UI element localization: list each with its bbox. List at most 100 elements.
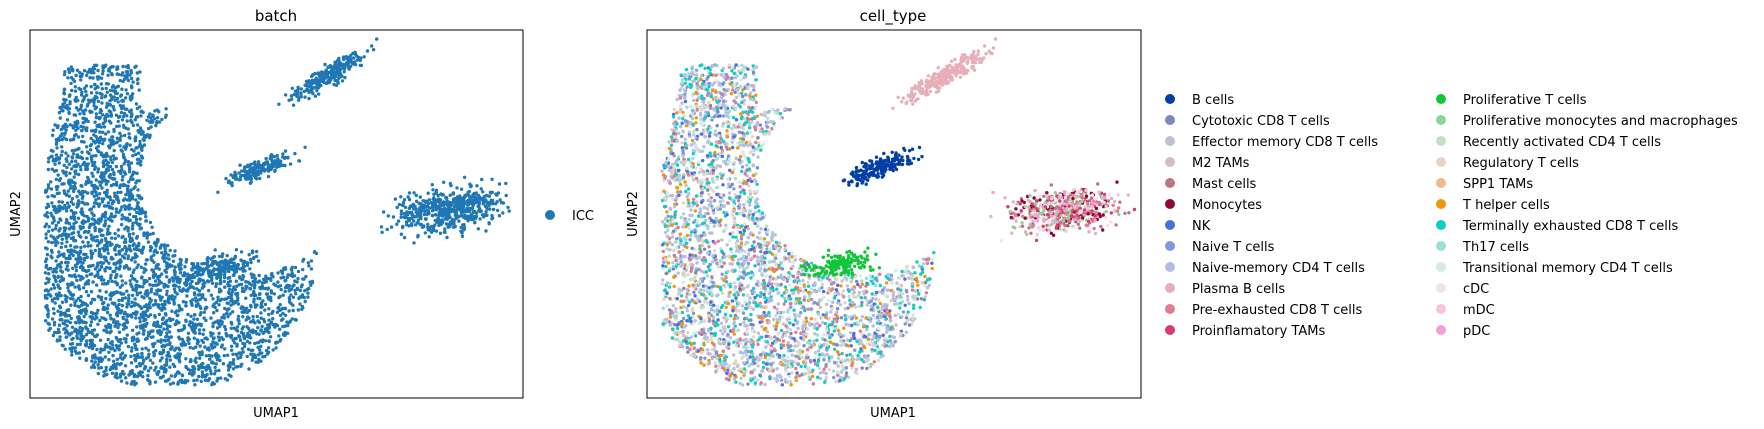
batch-point — [239, 250, 244, 254]
batch-point — [97, 204, 101, 208]
batch-point — [271, 309, 275, 314]
batch-point — [138, 142, 142, 146]
batch-point — [285, 275, 289, 280]
batch-point — [155, 283, 159, 287]
batch-point — [139, 355, 143, 359]
batch-point — [200, 262, 204, 266]
batch-point — [478, 217, 482, 221]
batch-point — [97, 359, 102, 364]
batch-point — [83, 343, 88, 347]
batch-point — [399, 195, 403, 199]
batch-point — [139, 114, 143, 118]
batch-point — [148, 232, 152, 236]
batch-point — [231, 352, 235, 356]
batch-point — [132, 186, 136, 191]
batch-point — [94, 63, 99, 67]
batch-point — [119, 164, 124, 169]
batch-point — [124, 376, 128, 380]
batch-point — [240, 327, 244, 331]
batch-point — [61, 206, 65, 211]
batch-point — [193, 296, 198, 300]
batch-point — [250, 358, 254, 362]
batch-point — [92, 194, 97, 198]
batch-point — [116, 325, 120, 330]
batch-point — [129, 76, 134, 81]
batch-point — [131, 224, 135, 228]
batch-point — [296, 269, 301, 274]
batch-point — [239, 173, 244, 178]
batch-point — [54, 227, 58, 231]
batch-point — [54, 138, 59, 142]
batch-point — [241, 332, 246, 336]
batch-point — [269, 157, 273, 161]
batch-point — [84, 128, 88, 132]
batch-point — [90, 191, 94, 196]
batch-point — [95, 235, 99, 239]
batch-point — [71, 336, 75, 341]
batch-point — [151, 113, 155, 117]
batch-point — [62, 226, 66, 230]
batch-point — [78, 265, 83, 269]
batch-point — [83, 108, 88, 112]
batch-point — [178, 348, 182, 352]
batch-point — [196, 302, 200, 306]
batch-point — [107, 261, 111, 265]
batch-point — [169, 374, 173, 378]
batch-point — [249, 180, 253, 184]
batch-point — [207, 377, 212, 381]
batch-point — [165, 357, 169, 361]
batch-point — [294, 318, 298, 322]
batch-point — [135, 71, 139, 75]
batch-point — [118, 362, 122, 367]
batch-point — [85, 156, 89, 161]
batch-point — [238, 163, 242, 167]
batch-point — [470, 217, 474, 222]
batch-point — [227, 259, 231, 264]
batch-point — [501, 201, 506, 205]
batch-point — [290, 274, 295, 279]
batch-point — [114, 312, 119, 316]
batch-point — [395, 205, 399, 210]
cell-type-point — [685, 233, 689, 238]
batch-point — [475, 184, 479, 188]
batch-point — [137, 157, 141, 161]
batch-point — [98, 318, 102, 323]
batch-point — [177, 264, 181, 268]
batch-point — [246, 347, 251, 351]
batch-point — [81, 99, 85, 103]
batch-point — [68, 102, 72, 106]
batch-point — [222, 353, 226, 358]
batch-point — [238, 335, 242, 339]
batch-point — [157, 324, 161, 328]
batch-point — [175, 319, 179, 323]
cell-type-point — [905, 264, 909, 269]
batch-point — [68, 244, 73, 248]
batch-point — [119, 110, 124, 115]
batch-point — [120, 118, 125, 122]
batch-point — [262, 277, 266, 281]
batch-point — [310, 79, 315, 83]
batch-point — [181, 300, 186, 304]
batch-point — [293, 151, 297, 156]
batch-point — [112, 108, 116, 112]
cell-type-point — [727, 342, 731, 346]
batch-point — [128, 212, 132, 216]
batch-point — [70, 342, 75, 346]
batch-point — [141, 137, 145, 141]
batch-point — [202, 328, 206, 332]
batch-point — [92, 183, 97, 187]
batch-point — [134, 302, 138, 306]
batch-point — [65, 240, 69, 244]
batch-point — [114, 113, 119, 117]
batch-point — [101, 66, 105, 70]
batch-point — [69, 248, 74, 252]
batch-point — [200, 295, 204, 299]
batch-point — [253, 276, 257, 281]
batch-point — [91, 65, 96, 70]
batch-point — [504, 181, 508, 186]
cell-type-point — [730, 69, 734, 73]
batch-point — [120, 292, 124, 296]
batch-point — [114, 252, 118, 257]
batch-point — [95, 201, 99, 206]
batch-point — [144, 346, 148, 350]
